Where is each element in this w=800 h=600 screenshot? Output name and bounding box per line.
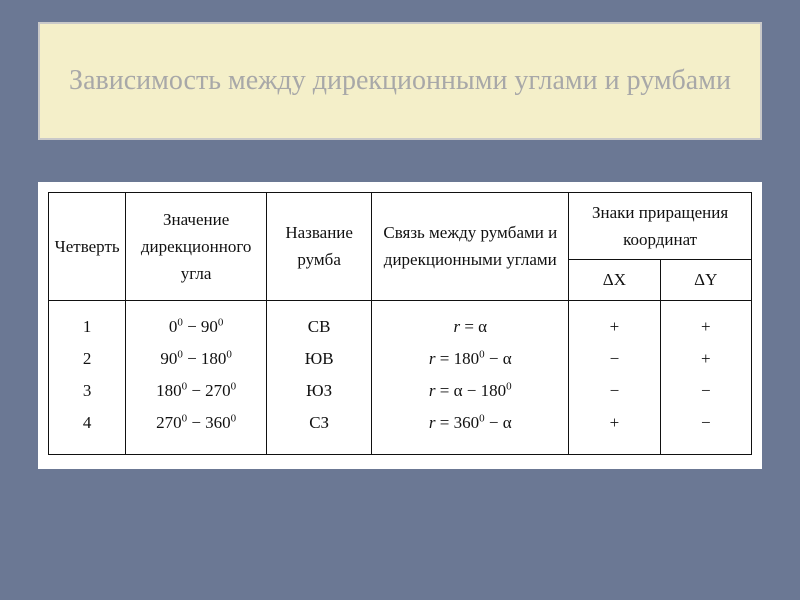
- rhumb-table: Четверть Значение дирекционного угла Наз…: [48, 192, 752, 455]
- cell-dy: + + − −: [660, 300, 751, 454]
- col-rhumb-name: Название румба: [266, 193, 371, 301]
- col-signs: Знаки приращения координат: [569, 193, 752, 260]
- slide-title: Зависимость между дирекционными углами и…: [69, 62, 731, 100]
- col-relation: Связь между румбами и дирекционными угла…: [372, 193, 569, 301]
- cell-dx: + − − +: [569, 300, 660, 454]
- col-quarter: Четверть: [49, 193, 126, 301]
- cell-rhumb-name: СВ ЮВ ЮЗ СЗ: [266, 300, 371, 454]
- col-dy: ΔY: [660, 260, 751, 300]
- col-angle-range: Значение дирекционного угла: [126, 193, 267, 301]
- table-head: Четверть Значение дирекционного угла Наз…: [49, 193, 752, 301]
- cell-relation: r = α r = 1800 − α r = α − 1800 r = 3600…: [372, 300, 569, 454]
- table-body: 1 2 3 4 00 − 900 900 − 1800 1800 − 2700 …: [49, 300, 752, 454]
- cell-quarter: 1 2 3 4: [49, 300, 126, 454]
- cell-angle-range: 00 − 900 900 − 1800 1800 − 2700 2700 − 3…: [126, 300, 267, 454]
- col-dx: ΔX: [569, 260, 660, 300]
- table-container: Четверть Значение дирекционного угла Наз…: [38, 182, 762, 469]
- title-band: Зависимость между дирекционными углами и…: [38, 22, 762, 140]
